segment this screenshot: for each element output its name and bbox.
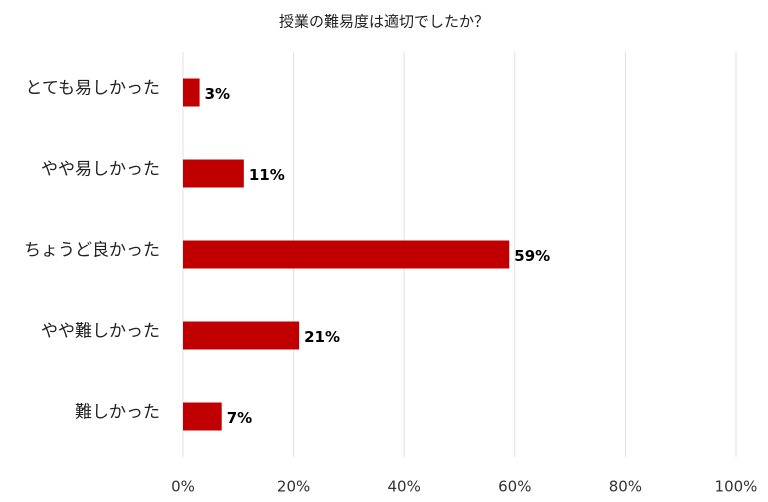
bar (183, 78, 200, 107)
value-label: 3% (205, 85, 230, 103)
x-tick-label: 0% (171, 478, 195, 496)
x-tick-label: 80% (609, 478, 642, 496)
bar (183, 240, 510, 269)
y-tick-label: やや易しかった (41, 160, 160, 180)
value-label: 7% (227, 409, 252, 427)
bar (183, 159, 244, 188)
y-tick-label: 難しかった (75, 403, 160, 423)
x-tick-label: 20% (277, 478, 310, 496)
x-tick-label: 100% (715, 478, 758, 496)
x-tick-label: 40% (388, 478, 421, 496)
bar (183, 321, 300, 350)
x-tick-label: 60% (498, 478, 531, 496)
chart-title: 授業の難易度は適切でしたか？ (279, 13, 489, 31)
value-label: 21% (304, 328, 340, 346)
value-label: 11% (249, 166, 285, 184)
y-tick-label: とても易しかった (25, 79, 160, 99)
y-tick-label: やや難しかった (41, 322, 160, 342)
y-tick-label: ちょうど良かった (24, 241, 160, 261)
value-label: 59% (514, 247, 550, 265)
bar (183, 402, 222, 431)
